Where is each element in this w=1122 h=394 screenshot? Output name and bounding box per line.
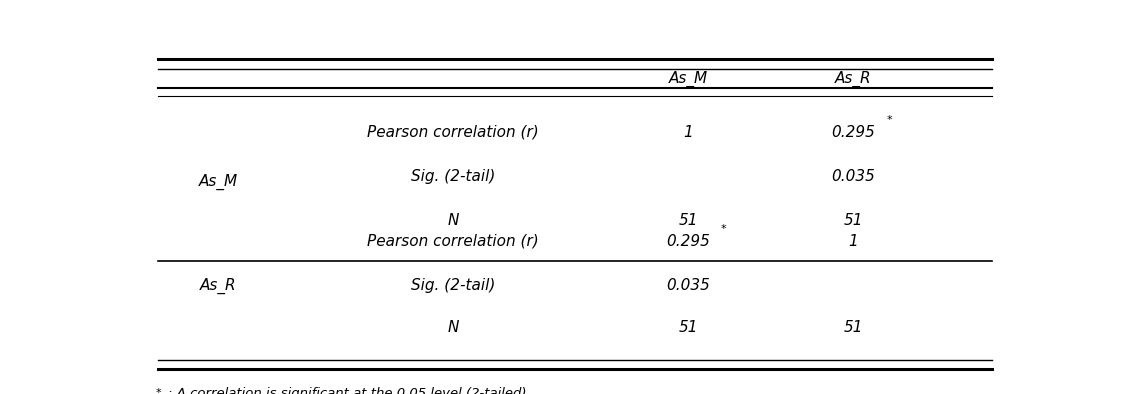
Text: As_R: As_R bbox=[835, 71, 872, 87]
Text: 0.295: 0.295 bbox=[831, 125, 875, 140]
Text: 51: 51 bbox=[679, 213, 698, 228]
Text: Pearson correlation (r): Pearson correlation (r) bbox=[367, 234, 540, 249]
Text: 1: 1 bbox=[848, 234, 858, 249]
Text: 51: 51 bbox=[679, 320, 698, 335]
Text: *: * bbox=[886, 115, 892, 125]
Text: Pearson correlation (r): Pearson correlation (r) bbox=[367, 125, 540, 140]
Text: Sig. (2-tail): Sig. (2-tail) bbox=[411, 169, 496, 184]
Text: As_M: As_M bbox=[669, 71, 708, 87]
Text: Sig. (2-tail): Sig. (2-tail) bbox=[411, 278, 496, 293]
Text: 0.035: 0.035 bbox=[831, 169, 875, 184]
Text: : A correlation is significant at the 0.05 level (2-tailed): : A correlation is significant at the 0.… bbox=[168, 387, 526, 394]
Text: 0.295: 0.295 bbox=[666, 234, 710, 249]
Text: *: * bbox=[721, 224, 727, 234]
Text: 1: 1 bbox=[683, 125, 693, 140]
Text: *: * bbox=[156, 388, 162, 394]
Text: 51: 51 bbox=[844, 213, 863, 228]
Text: 51: 51 bbox=[844, 320, 863, 335]
Text: As_R: As_R bbox=[200, 277, 237, 294]
Text: 0.035: 0.035 bbox=[666, 278, 710, 293]
Text: N: N bbox=[448, 213, 459, 228]
Text: As_M: As_M bbox=[199, 174, 238, 190]
Text: N: N bbox=[448, 320, 459, 335]
